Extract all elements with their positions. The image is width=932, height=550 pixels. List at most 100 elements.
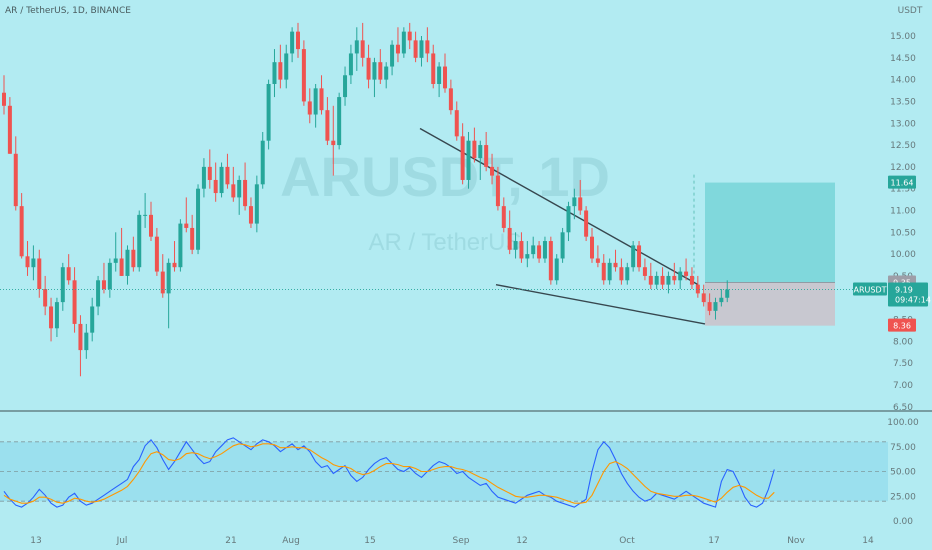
candle-body (225, 166, 230, 185)
candle-body (296, 31, 300, 50)
candle-body (196, 188, 201, 250)
candle-body (260, 140, 265, 185)
candle-body (354, 40, 359, 54)
rsi-tick-label: 100.00 (887, 418, 919, 428)
candle-body (525, 254, 530, 259)
candle-body (272, 62, 277, 84)
symbol-label: ARUSDT (853, 285, 886, 294)
time-tick-label: 21 (225, 536, 236, 546)
price-tick-label: 13.50 (890, 97, 916, 107)
candle-body (490, 166, 495, 176)
candle-body (278, 62, 283, 80)
candle-body (360, 40, 365, 58)
candle-body (337, 97, 342, 146)
candle-body (343, 75, 348, 98)
candle-body (678, 271, 683, 281)
upper-trendline[interactable] (419, 127, 699, 286)
price-tick-label: 14.00 (890, 76, 916, 86)
candle-body (131, 249, 136, 268)
candle-body (113, 258, 118, 263)
currency-label: USDT (898, 6, 923, 16)
price-tick-label: 12.00 (890, 163, 916, 173)
candle-body (466, 140, 471, 180)
stop-price-label-tag (888, 318, 916, 332)
candle-body (37, 258, 42, 290)
candle-body (254, 184, 259, 224)
time-tick-label: Nov (787, 536, 805, 546)
candle-body (448, 88, 453, 111)
candle-body (631, 245, 636, 268)
candle-body (43, 289, 48, 307)
candle-body (284, 53, 289, 80)
stop-zone[interactable] (705, 282, 835, 326)
candle-body (701, 293, 706, 303)
candle-body (572, 197, 577, 207)
price-tick-label: 10.00 (890, 250, 916, 260)
rsi-tick-label: 25.00 (890, 492, 916, 502)
candle-body (725, 289, 730, 298)
candle-body (531, 245, 536, 255)
candle-body (619, 267, 624, 281)
price-tick-label: 8.00 (893, 337, 913, 347)
candle-body (395, 44, 400, 54)
position-zones[interactable] (693, 174, 835, 326)
candle-body (413, 40, 418, 58)
candle-body (101, 280, 106, 290)
target-zone[interactable] (705, 182, 835, 283)
candle-body (707, 302, 712, 311)
watermark-ticker: ARUSDT, 1D (280, 145, 610, 208)
candle-body (607, 262, 612, 281)
candle-body (325, 110, 330, 141)
time-tick-label: 12 (516, 536, 527, 546)
candle-body (507, 227, 512, 250)
price-tick-label: 11.00 (890, 207, 916, 217)
watermark-description: AR / TetherUS (369, 229, 522, 256)
rsi-tick-label: 0.00 (893, 517, 913, 527)
candle-body (90, 306, 95, 333)
candle-body (472, 140, 477, 159)
candle-body (566, 206, 571, 233)
candle-body (154, 236, 159, 272)
candle-body (548, 241, 553, 281)
candle-body (590, 236, 594, 259)
candle-body (248, 206, 253, 224)
candle-body (331, 140, 336, 146)
candle-body (137, 214, 142, 268)
wedge-pattern[interactable] (419, 127, 706, 325)
candle-body (66, 267, 71, 281)
price-tick-label: 11.50 (890, 185, 916, 195)
candle-body (119, 258, 124, 276)
price-tick-label: 7.50 (893, 359, 913, 369)
candle-body (107, 262, 112, 290)
candle-body (301, 49, 306, 102)
candle-body (96, 280, 101, 307)
target-price-label-tag (888, 175, 916, 189)
time-tick-label: Jul (116, 536, 128, 546)
candle-body (184, 223, 189, 228)
candle-body (431, 53, 436, 84)
candle-body (595, 258, 600, 263)
candle-body (684, 271, 689, 276)
candle-body (642, 267, 647, 276)
candle-body (425, 40, 430, 54)
rsi-tick-label: 75.00 (890, 443, 916, 453)
candle-body (437, 66, 442, 84)
candle-body (484, 145, 489, 167)
candle-body (178, 223, 183, 268)
price-tick-label: 15.00 (890, 32, 916, 42)
candle-body (149, 214, 153, 237)
candle-body (72, 280, 77, 324)
rsi-pane: 100.00 75.00 50.00 25.00 0.00 (0, 410, 932, 527)
candle-body (25, 256, 30, 268)
candle-body (60, 267, 65, 303)
lower-trendline[interactable] (495, 283, 706, 325)
candle-body (190, 227, 195, 250)
price-tick-label: 10.50 (890, 228, 916, 238)
current-price-label: 9.19 (895, 285, 913, 294)
time-axis: 13 Jul 21 Aug 15 Sep 12 Oct 17 Nov 14 (30, 536, 874, 546)
time-tick-label: 15 (364, 536, 375, 546)
candle-body (443, 66, 447, 89)
candle-body (654, 275, 659, 285)
